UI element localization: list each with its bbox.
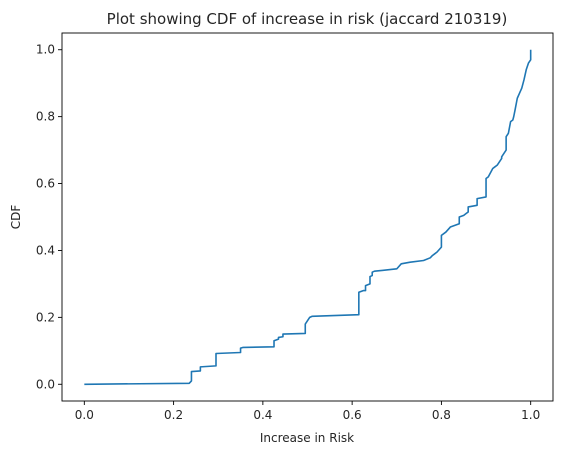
y-tick-label: 0.0 [36,377,55,391]
x-tick-label: 0.2 [164,408,183,422]
y-tick-label: 1.0 [36,43,55,57]
cdf-line [84,49,532,386]
y-tick-label: 0.6 [36,177,55,191]
x-tick-label: 0.0 [75,408,94,422]
y-tick-label: 0.2 [36,310,55,324]
y-axis-title: CDF [9,205,23,230]
plot-area: 0.0 0.2 0.4 0.6 0.8 1.0 0.0 0.2 0.4 0.6 0.8 1.0 [36,32,554,422]
y-tick-label: 0.4 [36,243,55,257]
chart-title: Plot showing CDF of increase in risk (ja… [107,10,508,28]
y-tick-label: 0.8 [36,110,55,124]
x-tick-label: 1.0 [521,408,540,422]
x-tick-label: 0.4 [253,408,272,422]
x-tick-label: 0.6 [343,408,362,422]
axes-frame [61,32,554,402]
x-tick-label: 0.8 [432,408,451,422]
x-axis-title: Increase in Risk [260,431,354,445]
